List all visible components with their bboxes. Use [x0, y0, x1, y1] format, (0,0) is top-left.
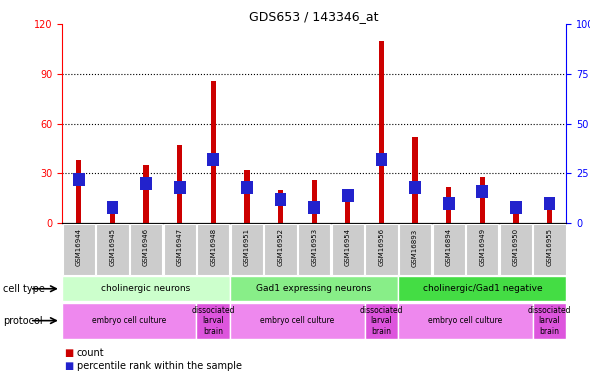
Text: GSM16954: GSM16954	[345, 228, 351, 266]
Text: embryo cell culture: embryo cell culture	[260, 316, 335, 325]
FancyBboxPatch shape	[466, 224, 499, 274]
Text: GSM16893: GSM16893	[412, 228, 418, 267]
FancyBboxPatch shape	[197, 224, 230, 274]
Bar	[309, 201, 320, 214]
FancyBboxPatch shape	[365, 303, 398, 339]
FancyBboxPatch shape	[62, 303, 196, 339]
Bar	[177, 145, 182, 223]
FancyBboxPatch shape	[332, 224, 364, 274]
Text: GSM16955: GSM16955	[546, 228, 553, 266]
Text: GSM16951: GSM16951	[244, 228, 250, 267]
Text: GSM16945: GSM16945	[109, 228, 116, 266]
Bar	[107, 201, 118, 214]
FancyBboxPatch shape	[500, 224, 532, 274]
Bar	[241, 181, 253, 194]
Bar	[544, 196, 555, 210]
Text: GSM16956: GSM16956	[378, 228, 385, 267]
Bar	[211, 81, 216, 223]
FancyBboxPatch shape	[231, 224, 263, 274]
FancyBboxPatch shape	[432, 224, 465, 274]
FancyBboxPatch shape	[96, 224, 129, 274]
Text: dissociated
larval
brain: dissociated larval brain	[192, 306, 235, 336]
FancyBboxPatch shape	[298, 224, 330, 274]
Bar	[480, 177, 485, 223]
FancyBboxPatch shape	[230, 303, 365, 339]
FancyBboxPatch shape	[533, 224, 566, 274]
Bar	[345, 190, 350, 223]
Text: GSM16953: GSM16953	[311, 228, 317, 267]
Text: protocol: protocol	[3, 316, 42, 326]
Bar	[110, 210, 115, 223]
Title: GDS653 / 143346_at: GDS653 / 143346_at	[250, 10, 379, 23]
Bar	[312, 180, 317, 223]
Text: GSM16948: GSM16948	[210, 228, 217, 267]
FancyBboxPatch shape	[130, 224, 162, 274]
FancyBboxPatch shape	[163, 224, 196, 274]
Bar	[379, 41, 384, 223]
Bar	[513, 203, 519, 223]
Text: percentile rank within the sample: percentile rank within the sample	[77, 361, 242, 370]
FancyBboxPatch shape	[399, 224, 431, 274]
Text: ■: ■	[64, 361, 73, 370]
Bar	[510, 201, 522, 214]
Bar	[477, 185, 488, 198]
Bar	[174, 181, 185, 194]
Text: GSM16894: GSM16894	[445, 228, 452, 267]
FancyBboxPatch shape	[196, 303, 230, 339]
Bar	[412, 137, 418, 223]
Text: embryo cell culture: embryo cell culture	[92, 316, 166, 325]
FancyBboxPatch shape	[365, 224, 398, 274]
Bar	[547, 202, 552, 223]
Bar	[446, 187, 451, 223]
Text: embryo cell culture: embryo cell culture	[428, 316, 503, 325]
Bar	[275, 193, 286, 206]
Text: cell type: cell type	[3, 284, 45, 294]
Text: GSM16947: GSM16947	[176, 228, 183, 267]
Bar	[73, 173, 84, 186]
Bar	[76, 160, 81, 223]
Bar	[143, 165, 149, 223]
FancyBboxPatch shape	[533, 303, 566, 339]
Text: ■: ■	[64, 348, 73, 358]
Text: GSM16944: GSM16944	[76, 228, 82, 266]
Text: cholinergic neurons: cholinergic neurons	[101, 284, 191, 293]
Bar	[443, 196, 454, 210]
Text: dissociated
larval
brain: dissociated larval brain	[360, 306, 403, 336]
FancyBboxPatch shape	[398, 303, 533, 339]
Text: GSM16946: GSM16946	[143, 228, 149, 267]
Text: GSM16949: GSM16949	[479, 228, 486, 267]
Text: cholinergic/Gad1 negative: cholinergic/Gad1 negative	[422, 284, 542, 293]
Text: dissociated
larval
brain: dissociated larval brain	[528, 306, 571, 336]
Text: GSM16952: GSM16952	[277, 228, 284, 266]
Bar	[208, 153, 219, 166]
Bar	[376, 153, 387, 166]
FancyBboxPatch shape	[230, 276, 398, 302]
Bar	[278, 190, 283, 223]
FancyBboxPatch shape	[264, 224, 297, 274]
Text: Gad1 expressing neurons: Gad1 expressing neurons	[257, 284, 372, 293]
Bar	[409, 181, 421, 194]
Text: GSM16950: GSM16950	[513, 228, 519, 267]
Bar	[342, 189, 353, 202]
FancyBboxPatch shape	[62, 276, 230, 302]
Text: count: count	[77, 348, 104, 358]
Bar	[244, 170, 250, 223]
FancyBboxPatch shape	[398, 276, 566, 302]
Bar	[140, 177, 152, 190]
FancyBboxPatch shape	[63, 224, 95, 274]
